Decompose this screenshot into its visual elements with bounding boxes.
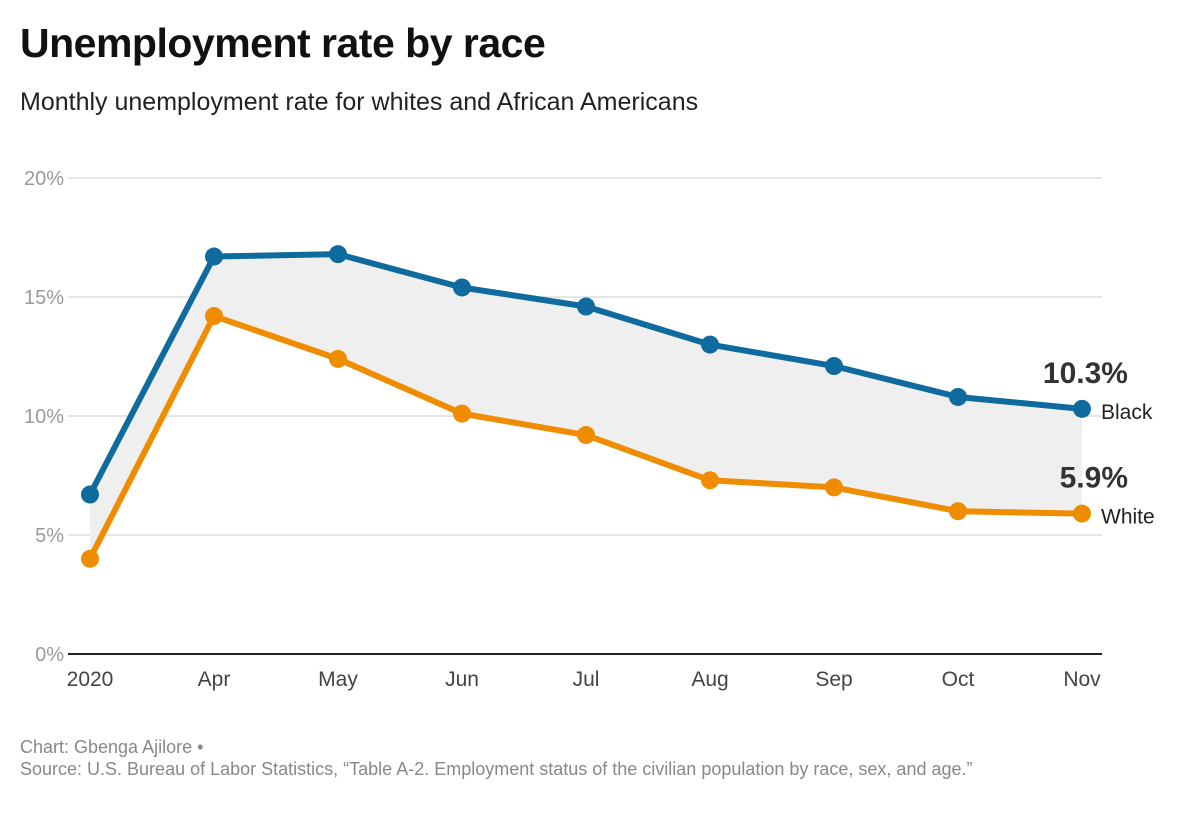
data-point (701, 471, 719, 490)
chart-subtitle: Monthly unemployment rate for whites and… (20, 88, 699, 116)
x-tick-label: May (318, 668, 358, 691)
x-tick-label: Aug (691, 668, 728, 691)
y-tick-label: 15% (24, 287, 64, 309)
data-point (949, 387, 967, 406)
series-label: Black (1101, 401, 1153, 424)
x-tick-label: Jun (445, 668, 479, 691)
data-point (701, 335, 719, 354)
data-point (1073, 504, 1091, 523)
y-tick-label: 0% (35, 644, 64, 666)
data-point (329, 245, 347, 264)
data-point (1073, 399, 1091, 418)
end-value-label: 5.9% (1060, 462, 1128, 495)
data-point (205, 307, 223, 326)
x-tick-label: 2020 (67, 668, 114, 691)
x-tick-label: Oct (942, 668, 975, 691)
chart-title: Unemployment rate by race (20, 20, 546, 66)
data-point (825, 478, 843, 497)
y-tick-label: 10% (24, 406, 64, 428)
x-tick-label: Apr (198, 668, 231, 691)
y-tick-label: 20% (24, 168, 64, 190)
chart-footer: Chart: Gbenga Ajilore • Source: U.S. Bur… (20, 736, 973, 780)
chart-source: Source: U.S. Bureau of Labor Statistics,… (20, 759, 973, 779)
data-point (453, 278, 471, 297)
data-point (81, 485, 99, 504)
chart-credit: Chart: Gbenga Ajilore • (20, 737, 204, 757)
data-point (81, 549, 99, 568)
y-tick-label: 5% (35, 525, 64, 547)
data-point (577, 297, 595, 316)
end-value-label: 10.3% (1043, 357, 1128, 390)
data-point (949, 502, 967, 521)
data-point (825, 357, 843, 376)
data-point (453, 404, 471, 423)
data-point (329, 349, 347, 368)
x-tick-label: Jul (573, 668, 600, 691)
data-point (205, 247, 223, 266)
x-tick-label: Sep (815, 668, 852, 691)
series-label: White (1101, 506, 1155, 529)
data-point (577, 426, 595, 445)
x-tick-label: Nov (1063, 668, 1101, 691)
